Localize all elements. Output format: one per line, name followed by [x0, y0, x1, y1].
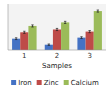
error-bar: [48, 44, 50, 45]
error-bar: [23, 31, 25, 33]
error-bar: [97, 10, 99, 12]
error-bar: [80, 37, 82, 39]
bar: [12, 39, 20, 50]
legend-label: Zinc: [44, 79, 59, 87]
bar: [28, 26, 36, 50]
x-tick-label: 2: [55, 52, 59, 60]
marks: [12, 10, 102, 50]
x-tick-label: 1: [22, 52, 26, 60]
x-axis-line: [8, 50, 106, 51]
legend-swatch: [64, 80, 69, 85]
error-bar: [15, 38, 17, 40]
legend-swatch: [11, 80, 16, 85]
y-axis-line: [8, 4, 9, 50]
bar: [53, 29, 61, 50]
legend: Iron Zinc Calcium: [11, 79, 99, 87]
bar: [86, 32, 94, 50]
bar: [20, 32, 28, 50]
x-tick-label: 3: [87, 52, 91, 60]
chart: 1 2 3 Samples Iron Zinc Calcium: [0, 0, 110, 90]
plot-area: [8, 4, 106, 50]
bar: [45, 45, 53, 50]
legend-label: Calcium: [71, 79, 99, 87]
bar: [94, 11, 102, 50]
bar: [77, 38, 85, 50]
bar: [61, 22, 69, 50]
legend-swatch: [37, 80, 42, 85]
error-bar: [56, 28, 58, 30]
legend-label: Iron: [18, 79, 32, 87]
x-axis-label: Samples: [42, 62, 72, 70]
error-bar: [88, 31, 90, 33]
error-bar: [64, 21, 66, 23]
error-bar: [31, 25, 33, 27]
